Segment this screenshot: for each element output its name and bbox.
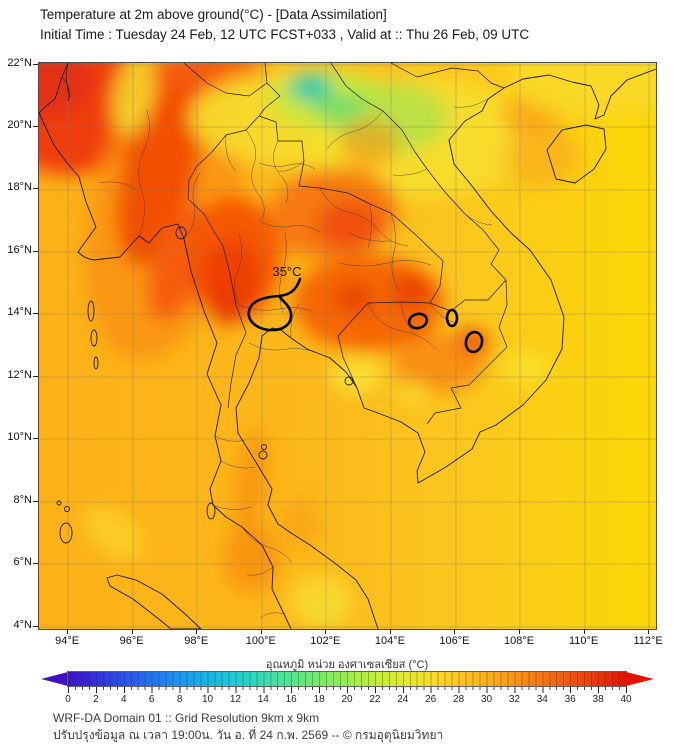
colorbar-tick-label: 2: [93, 694, 99, 705]
lon-tick-label: 94°E: [55, 635, 80, 647]
lon-tick: [389, 629, 391, 634]
lon-tick: [67, 629, 69, 634]
footer: WRF-DA Domain 01 :: Grid Resolution 9km …: [53, 710, 443, 744]
lat-tick: [33, 563, 38, 565]
lat-tick: [33, 126, 38, 128]
page-title: Temperature at 2m above ground(°C) - [Da…: [40, 7, 387, 22]
lat-tick: [33, 250, 38, 252]
footer-line-1: WRF-DA Domain 01 :: Grid Resolution 9km …: [53, 711, 320, 725]
colorbar-tick-label: 32: [508, 694, 520, 705]
colorbar-cell-lines: [68, 672, 626, 686]
lat-tick: [33, 63, 38, 65]
lat-tick-label: 10°N: [7, 431, 32, 444]
colorbar-tick-label: 4: [121, 694, 127, 705]
lat-tick: [33, 500, 38, 502]
colorbar-tick-label: 14: [257, 694, 269, 705]
lon-tick-label: 100°E: [245, 635, 276, 647]
colorbar-tick-label: 24: [397, 694, 409, 705]
lat-axis: 22°N 20°N 18°N 16°N 14°N 12°N 10°N 8°N 6°N 4°N: [0, 57, 38, 631]
lat-tick-label: 8°N: [13, 493, 32, 506]
lat-tick-label: 6°N: [13, 556, 32, 569]
lat-tick-label: 16°N: [7, 243, 32, 256]
colorbar-major-ticks: [68, 687, 627, 693]
lat-tick: [33, 438, 38, 440]
colorbar-right-arrow: [626, 672, 654, 686]
contour-35c: [247, 277, 484, 354]
colorbar-tick-label: 26: [425, 694, 437, 705]
lat-tick-label: 18°N: [7, 181, 32, 194]
colorbar-title: อุณหภูมิ หน่วย องศาเซลเซียส (°C): [265, 659, 429, 671]
lon-tick-label: 112°E: [633, 635, 663, 647]
lon-axis: 94°E 96°E 98°E 100°E 102°E 104°E 106°E 108°E 110…: [38, 629, 663, 653]
lat-tick: [33, 375, 38, 377]
temperature-field: [39, 63, 656, 627]
lon-tick-label: 102°E: [310, 635, 341, 647]
lat-tick-label: 12°N: [7, 368, 32, 381]
temperature-map: 35°C: [38, 62, 657, 630]
lon-tick-label: 96°E: [119, 635, 144, 647]
colorbar-tick-label: 36: [564, 694, 576, 705]
colorbar-tick-label: 16: [285, 694, 297, 705]
lon-tick: [583, 629, 585, 634]
page-subtitle: Initial Time : Tuesday 24 Feb, 12 UTC FC…: [40, 27, 530, 42]
colorbar-labels: 0 2 4 6 8 10 12 14 16 18 20 22 24 26 28 30 32 34 36 38 40: [65, 694, 631, 706]
colorbar-tick-label: 40: [620, 694, 632, 705]
lon-tick: [260, 629, 262, 634]
lon-tick: [131, 629, 133, 634]
header: Temperature at 2m above ground(°C) - [Da…: [40, 5, 529, 45]
lat-tick: [33, 625, 38, 627]
colorbar-gradient: [67, 671, 627, 687]
colorbar-tick-label: 6: [148, 694, 155, 705]
lon-tick-label: 98°E: [184, 635, 209, 647]
lon-tick: [454, 629, 456, 634]
lat-tick: [33, 188, 38, 190]
lat-tick: [33, 313, 38, 315]
colorbar-tick-label: 38: [592, 694, 604, 705]
colorbar-tick-label: 10: [201, 694, 214, 705]
colorbar-tick-label: 18: [313, 694, 325, 705]
contour-label: 35°C: [272, 264, 301, 279]
province-borders: [98, 98, 493, 619]
footer-line-2: ปรับปรุงข้อมูล ณ เวลา 19:00น. วัน อ. ที่…: [53, 728, 444, 742]
colorbar-tick-label: 20: [341, 694, 353, 705]
colorbar-left-arrow: [41, 672, 68, 686]
lon-tick: [196, 629, 198, 634]
colorbar-tick-label: 22: [369, 694, 381, 705]
lat-tick-label: 20°N: [7, 119, 32, 132]
colorbar-tick-label: 28: [453, 694, 465, 705]
lon-tick-label: 108°E: [503, 635, 535, 647]
map-canvas: 35°C: [39, 63, 656, 629]
colorbar-tick-label: 34: [536, 694, 548, 705]
lon-tick-label: 106°E: [439, 635, 470, 647]
lat-tick-label: 4°N: [13, 618, 32, 631]
colorbar-tick-label: 12: [229, 694, 241, 705]
colorbar-tick-label: 0: [65, 694, 71, 705]
colorbar-tick-label: 30: [480, 694, 493, 705]
lon-tick-label: 104°E: [374, 635, 405, 647]
country-borders: [61, 63, 508, 425]
lon-tick: [648, 629, 650, 634]
coastlines: [39, 63, 656, 629]
lon-tick: [519, 629, 521, 634]
lon-tick: [325, 629, 327, 634]
lon-tick-label: 110°E: [568, 635, 599, 647]
lat-tick-label: 14°N: [7, 306, 32, 319]
lat-tick-label: 22°N: [7, 56, 32, 69]
colorbar-tick-label: 8: [176, 694, 183, 705]
